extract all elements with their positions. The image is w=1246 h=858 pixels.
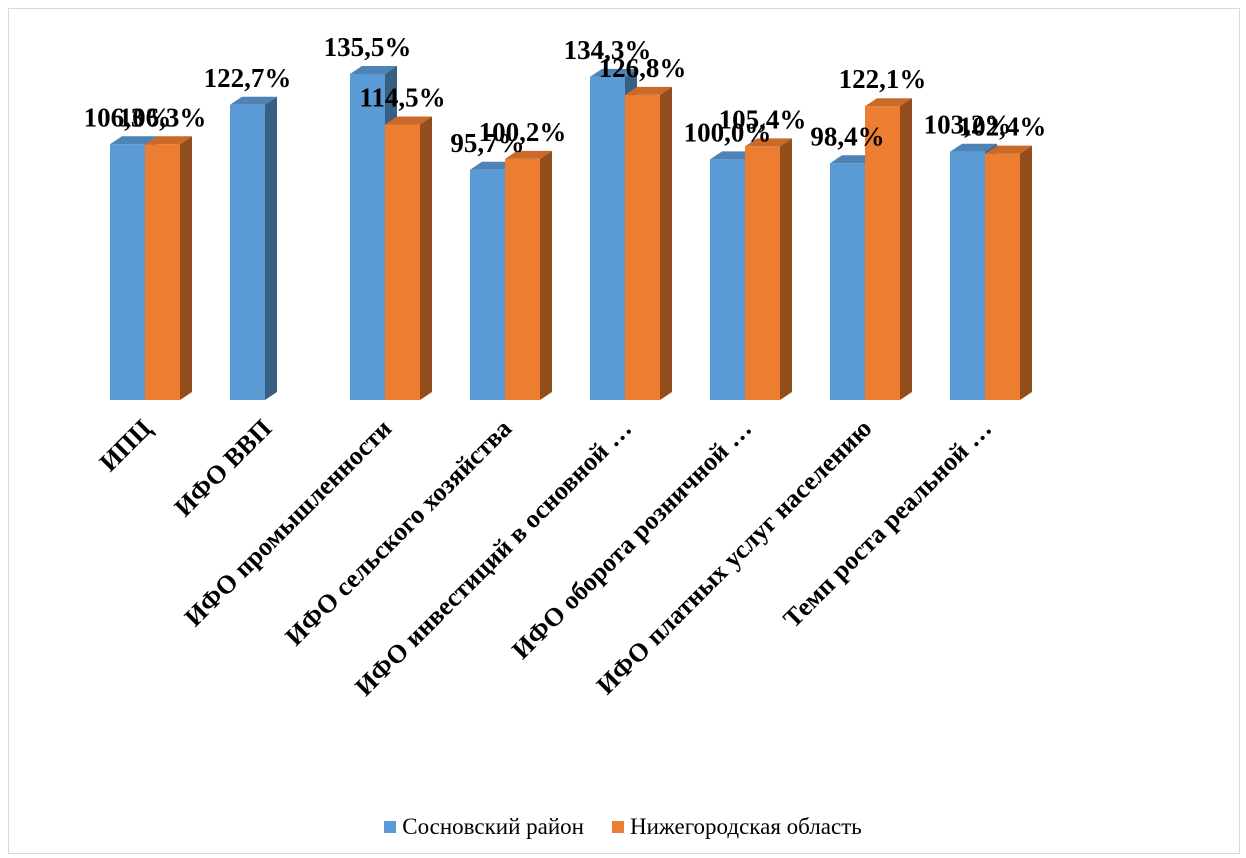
legend-label-series-2: Нижегородская область bbox=[629, 814, 862, 839]
data-label-1-8: 103,2% bbox=[924, 110, 1012, 140]
bar-2-1 bbox=[145, 136, 192, 401]
bar-2-6 bbox=[745, 138, 792, 400]
x-tick-label-8: Темп роста реальной … bbox=[778, 414, 998, 634]
bar-2-5 bbox=[625, 86, 672, 400]
x-tick-label-1: ИПЦ bbox=[94, 414, 157, 477]
data-label-2-5: 126,8% bbox=[599, 53, 687, 83]
bar-2-7 bbox=[865, 98, 912, 401]
data-label-2-6: 105,4% bbox=[719, 104, 807, 134]
legend-swatch-series-2 bbox=[611, 821, 624, 833]
data-label-1-6: 100,0% bbox=[684, 117, 772, 147]
data-label-1-4: 95,7% bbox=[450, 128, 524, 158]
x-tick-label-4: ИФО сельского хозяйства bbox=[280, 414, 518, 652]
x-tick-label-6: ИФО оборота розничной … bbox=[506, 414, 757, 665]
bar-1-2 bbox=[230, 96, 277, 401]
data-label-2-7: 122,1% bbox=[839, 64, 927, 94]
bars-layer bbox=[110, 66, 1032, 401]
bar-2-8 bbox=[985, 145, 1032, 400]
data-label-2-1: 106,3% bbox=[119, 102, 207, 132]
bar-2-4 bbox=[505, 150, 552, 400]
x-tick-label-3: ИФО промышленности bbox=[179, 414, 397, 632]
bar-2-3 bbox=[385, 116, 432, 400]
data-label-2-8: 102,4% bbox=[959, 112, 1047, 142]
data-label-2-4: 100,2% bbox=[479, 117, 567, 147]
data-label-1-5: 134,3% bbox=[564, 35, 652, 65]
data-label-1-2: 122,7% bbox=[204, 63, 292, 93]
data-label-2-3: 114,5% bbox=[359, 83, 445, 113]
data-labels-layer: 106,3%106,3% 122,7% 135,5% 114,5%95,7%100,2… bbox=[84, 32, 1047, 158]
legend-item-series-1: Сосновский район bbox=[384, 814, 584, 840]
data-label-1-7: 98,4% bbox=[810, 121, 884, 151]
data-label-1-1: 106,3% bbox=[84, 102, 172, 132]
x-tick-label-2: ИФО ВВП bbox=[169, 414, 278, 523]
data-label-1-3: 135,5% bbox=[324, 32, 412, 62]
legend-item-series-2: Нижегородская область bbox=[611, 814, 862, 840]
legend: Сосновский район Нижегородская область bbox=[0, 814, 1246, 840]
legend-label-series-1: Сосновский район bbox=[402, 814, 584, 839]
legend-swatch-series-1 bbox=[384, 821, 397, 833]
